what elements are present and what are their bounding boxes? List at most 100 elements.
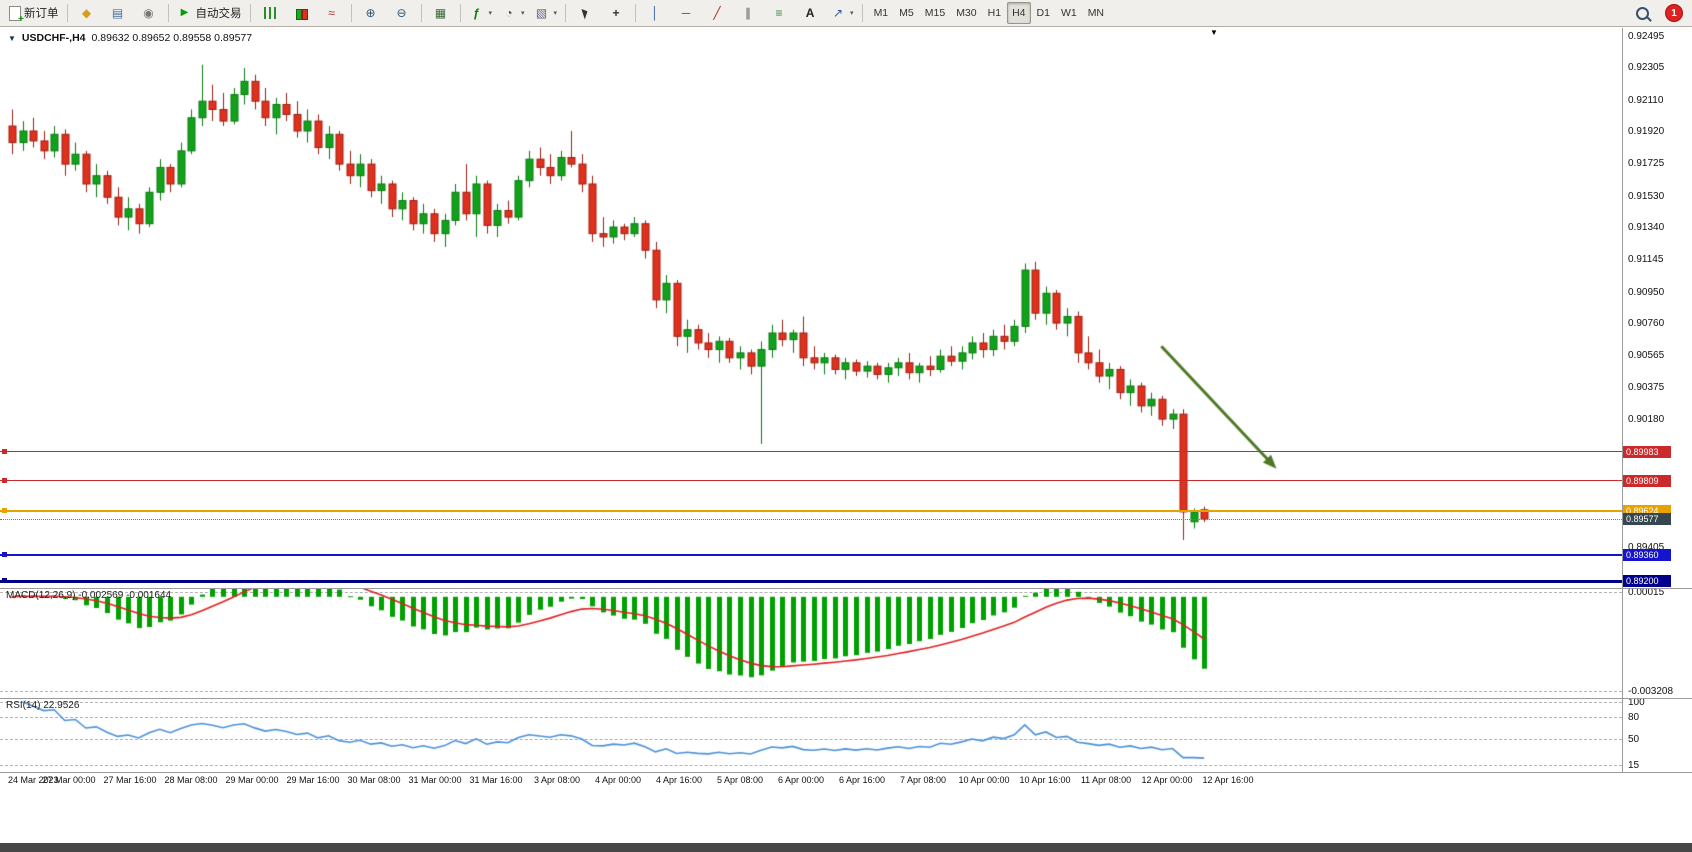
macd-axis-label: -0.003208 xyxy=(1628,685,1674,697)
indicators-icon: ƒ xyxy=(473,6,480,20)
horizontal-line[interactable] xyxy=(0,579,1622,583)
time-axis-label: 5 Apr 08:00 xyxy=(716,775,764,785)
quotes-button[interactable]: ◆ xyxy=(72,1,102,25)
arrows-tool-icon: ↗ xyxy=(833,6,844,20)
separator xyxy=(167,4,169,22)
time-axis-separator xyxy=(0,772,1692,773)
time-axis-label: 6 Apr 16:00 xyxy=(838,775,886,785)
line-handle[interactable] xyxy=(2,578,7,584)
price-axis-tick: 0.92110 xyxy=(1628,94,1664,106)
price-axis-tick: 0.89405 xyxy=(1628,542,1664,553)
macd-panel-separator[interactable] xyxy=(0,588,1692,589)
timeframe-m5[interactable]: M5 xyxy=(899,7,914,19)
line-handle[interactable] xyxy=(2,508,7,514)
line-handle[interactable] xyxy=(2,551,7,557)
auto-trading-button[interactable]: ▶ 自动交易 xyxy=(173,1,246,25)
trendline-tool-button[interactable]: ╱ xyxy=(702,1,732,25)
separator xyxy=(420,4,422,22)
candlestick-chart-button[interactable] xyxy=(286,1,316,25)
new-order-label: 新订单 xyxy=(24,8,59,20)
timeframe-m1[interactable]: M1 xyxy=(873,7,889,19)
collapse-icon[interactable]: ▼ xyxy=(8,33,16,43)
vertical-line-icon: │ xyxy=(651,6,659,20)
crosshair-tool-button[interactable]: + xyxy=(601,1,631,25)
separator xyxy=(249,4,251,22)
zoom-in-icon: ⊕ xyxy=(365,6,376,20)
horizontal-line[interactable] xyxy=(0,553,1622,556)
timeframe-d1[interactable]: D1 xyxy=(1036,7,1050,19)
fibonacci-tool-button[interactable]: ≡ xyxy=(764,1,794,25)
time-axis-label: 12 Apr 16:00 xyxy=(1202,775,1254,785)
data-window-button[interactable]: ▤ xyxy=(103,1,133,25)
price-line-label: 0.89983 xyxy=(1623,445,1671,458)
rsi-panel-separator[interactable] xyxy=(0,698,1692,699)
tile-windows-button[interactable]: ▦ xyxy=(426,1,456,25)
price-chart-canvas[interactable] xyxy=(0,30,1622,588)
time-axis-label: 27 Mar 00:00 xyxy=(42,775,96,785)
chevron-down-icon: ▾ xyxy=(521,10,525,17)
data-window-icon: ▤ xyxy=(111,6,124,20)
current-price-line xyxy=(0,518,1622,520)
separator xyxy=(459,4,461,22)
quotes-icon: ◆ xyxy=(81,6,92,20)
community-button[interactable]: ◉ xyxy=(134,1,164,25)
new-order-button[interactable]: + 新订单 xyxy=(5,1,63,25)
arrows-tool-button[interactable]: ↗ ▾ xyxy=(826,1,858,25)
price-axis-tick: 0.91725 xyxy=(1628,158,1665,170)
crosshair-icon: + xyxy=(612,6,620,20)
rsi-axis-label: 80 xyxy=(1628,711,1640,723)
timeframe-h4[interactable]: H4 xyxy=(1007,2,1031,24)
separator xyxy=(66,4,68,22)
price-axis-tick: 0.91530 xyxy=(1628,190,1665,202)
chevron-down-icon: ▾ xyxy=(850,10,854,17)
search-button[interactable] xyxy=(1627,1,1657,25)
timeframe-mn[interactable]: MN xyxy=(1087,7,1105,19)
line-handle[interactable] xyxy=(2,477,7,483)
text-tool-icon: A xyxy=(805,6,815,20)
price-axis-tick: 0.92305 xyxy=(1628,62,1665,74)
bar-chart-button[interactable] xyxy=(255,1,285,25)
line-handle[interactable] xyxy=(2,448,7,454)
line-chart-icon: ≈ xyxy=(328,6,335,20)
channel-tool-button[interactable]: ∥ xyxy=(733,1,763,25)
cursor-icon xyxy=(580,6,590,20)
ohlc-quote: 0.89632 0.89652 0.89558 0.89577 xyxy=(91,32,253,44)
time-axis-label: 29 Mar 00:00 xyxy=(225,775,279,785)
vertical-line-tool-button[interactable]: │ xyxy=(640,1,670,25)
zoom-in-button[interactable]: ⊕ xyxy=(356,1,386,25)
zoom-out-button[interactable]: ⊖ xyxy=(387,1,417,25)
price-axis-line xyxy=(1622,28,1623,772)
timeframe-w1[interactable]: W1 xyxy=(1060,7,1077,19)
time-axis-label: 31 Mar 16:00 xyxy=(469,775,523,785)
time-axis-label: 7 Apr 08:00 xyxy=(899,775,947,785)
timeframe-m15[interactable]: M15 xyxy=(924,7,946,19)
timeframe-h1[interactable]: H1 xyxy=(987,7,1002,19)
horizontal-line[interactable] xyxy=(0,510,1622,513)
indicators-button[interactable]: ƒ ▾ xyxy=(465,1,497,25)
price-line-label: 0.89200 xyxy=(1623,575,1671,588)
separator xyxy=(350,4,352,22)
line-chart-button[interactable]: ≈ xyxy=(317,1,347,25)
horizontal-line-tool-button[interactable]: ─ xyxy=(671,1,701,25)
candlestick-icon xyxy=(294,7,308,20)
macd-indicator-canvas[interactable] xyxy=(0,588,1622,698)
chart-title-bar: ▼ USDCHF-,H4 0.89632 0.89652 0.89558 0.8… xyxy=(8,32,252,44)
template-icon: ▧ xyxy=(535,6,548,20)
text-tool-button[interactable]: A xyxy=(795,1,825,25)
cursor-tool-button[interactable] xyxy=(570,1,600,25)
time-axis-label: 10 Apr 16:00 xyxy=(1019,775,1071,785)
separator xyxy=(565,4,567,22)
horizontal-line[interactable] xyxy=(0,451,1622,453)
templates-button[interactable]: ▧ ▾ xyxy=(530,1,562,25)
time-axis-label: 4 Apr 16:00 xyxy=(655,775,703,785)
horizontal-line[interactable] xyxy=(0,480,1622,482)
community-icon: ◉ xyxy=(143,6,154,20)
price-axis-tick: 0.92495 xyxy=(1628,30,1665,42)
periods-button[interactable]: ◔ ▾ xyxy=(497,1,529,25)
timeframe-m30[interactable]: M30 xyxy=(956,7,977,19)
window-bottom-bar xyxy=(0,843,1692,852)
time-axis-label: 24 Mar 2023 xyxy=(8,775,59,785)
notification-badge[interactable]: 1 xyxy=(1665,4,1683,22)
rsi-indicator-canvas[interactable] xyxy=(0,698,1622,772)
